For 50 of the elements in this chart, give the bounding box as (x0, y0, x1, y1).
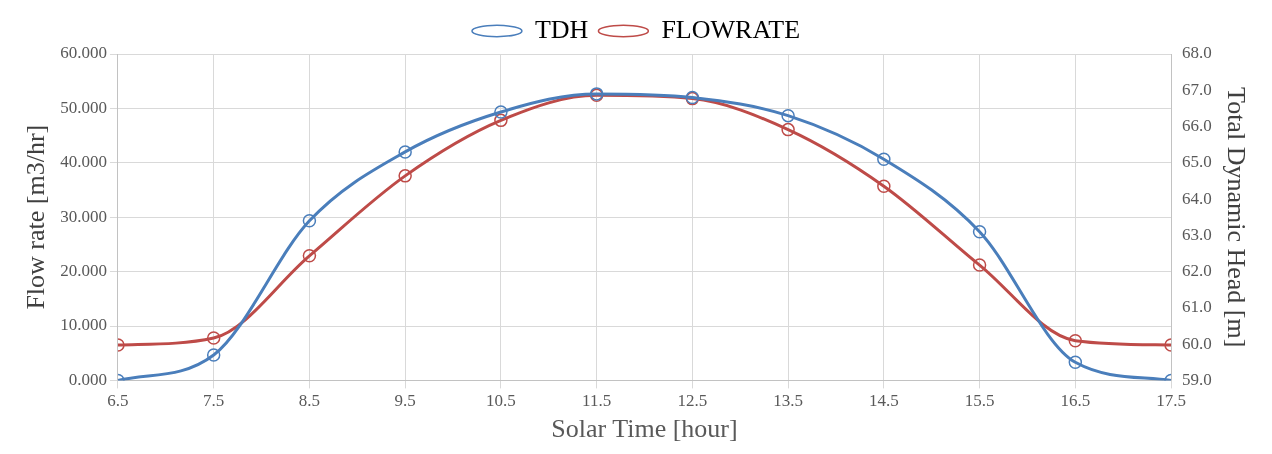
point (206, 331, 221, 345)
x-tick-label: 7.5 (203, 391, 225, 411)
point (398, 145, 412, 159)
y-tick-label: 10.000 (60, 315, 107, 335)
y-axis-title: Flow rate [m3/hr] (21, 124, 51, 310)
x-tick-label: 12.5 (677, 391, 708, 411)
point (302, 214, 317, 228)
x-tick-label: 11.5 (582, 391, 612, 411)
point (972, 224, 987, 239)
legend-label: TDH (534, 14, 589, 44)
x-tick-label: 16.5 (1060, 391, 1091, 411)
x-tick-label: 9.5 (394, 391, 416, 411)
y2-axis-title: Total Dynamic Head [m] (1221, 87, 1251, 348)
point (206, 348, 221, 362)
point (781, 122, 795, 137)
point (302, 249, 317, 263)
y2-tick-label: 66.0 (1182, 116, 1212, 135)
point (877, 152, 891, 166)
point (781, 108, 795, 123)
x-axis-title: Solar Time [hour] (551, 414, 738, 444)
x-tick-label: 6.5 (107, 391, 129, 411)
point (494, 113, 508, 128)
point (494, 105, 508, 119)
y-tick-label: 0.000 (68, 369, 107, 389)
x-tick-label: 13.5 (773, 391, 803, 411)
y2-tick-label: 67.0 (1182, 79, 1212, 99)
y2-tick-label: 61.0 (1182, 297, 1212, 317)
y2-tick-label: 60.0 (1182, 333, 1212, 353)
legend-label: FLOWRATE (661, 14, 801, 44)
y2-tick-label: 62.0 (1182, 261, 1212, 281)
y-tick-label: 50.000 (60, 97, 107, 117)
point (1068, 355, 1083, 370)
y2-tick-label: 63.0 (1182, 224, 1212, 244)
y2-tick-label: 65.0 (1182, 152, 1212, 172)
x-tick-label: 15.5 (964, 391, 995, 411)
x-tick-label: 14.5 (868, 391, 899, 411)
point (1068, 333, 1083, 348)
y2-tick-label: 64.0 (1182, 188, 1212, 208)
x-tick-label: 10.5 (486, 391, 516, 411)
y2-tick-label: 68.0 (1182, 43, 1212, 63)
x-tick-label: 8.5 (298, 391, 321, 411)
point (972, 258, 987, 272)
y-tick-label: 30.000 (60, 206, 107, 226)
y-tick-label: 60.000 (60, 43, 107, 63)
y-tick-label: 40.000 (60, 152, 107, 172)
point (398, 169, 412, 183)
x-tick-label: 17.5 (1156, 391, 1186, 411)
y-tick-label: 20.000 (60, 261, 107, 281)
y2-tick-label: 59.0 (1182, 369, 1212, 389)
point (877, 179, 891, 193)
